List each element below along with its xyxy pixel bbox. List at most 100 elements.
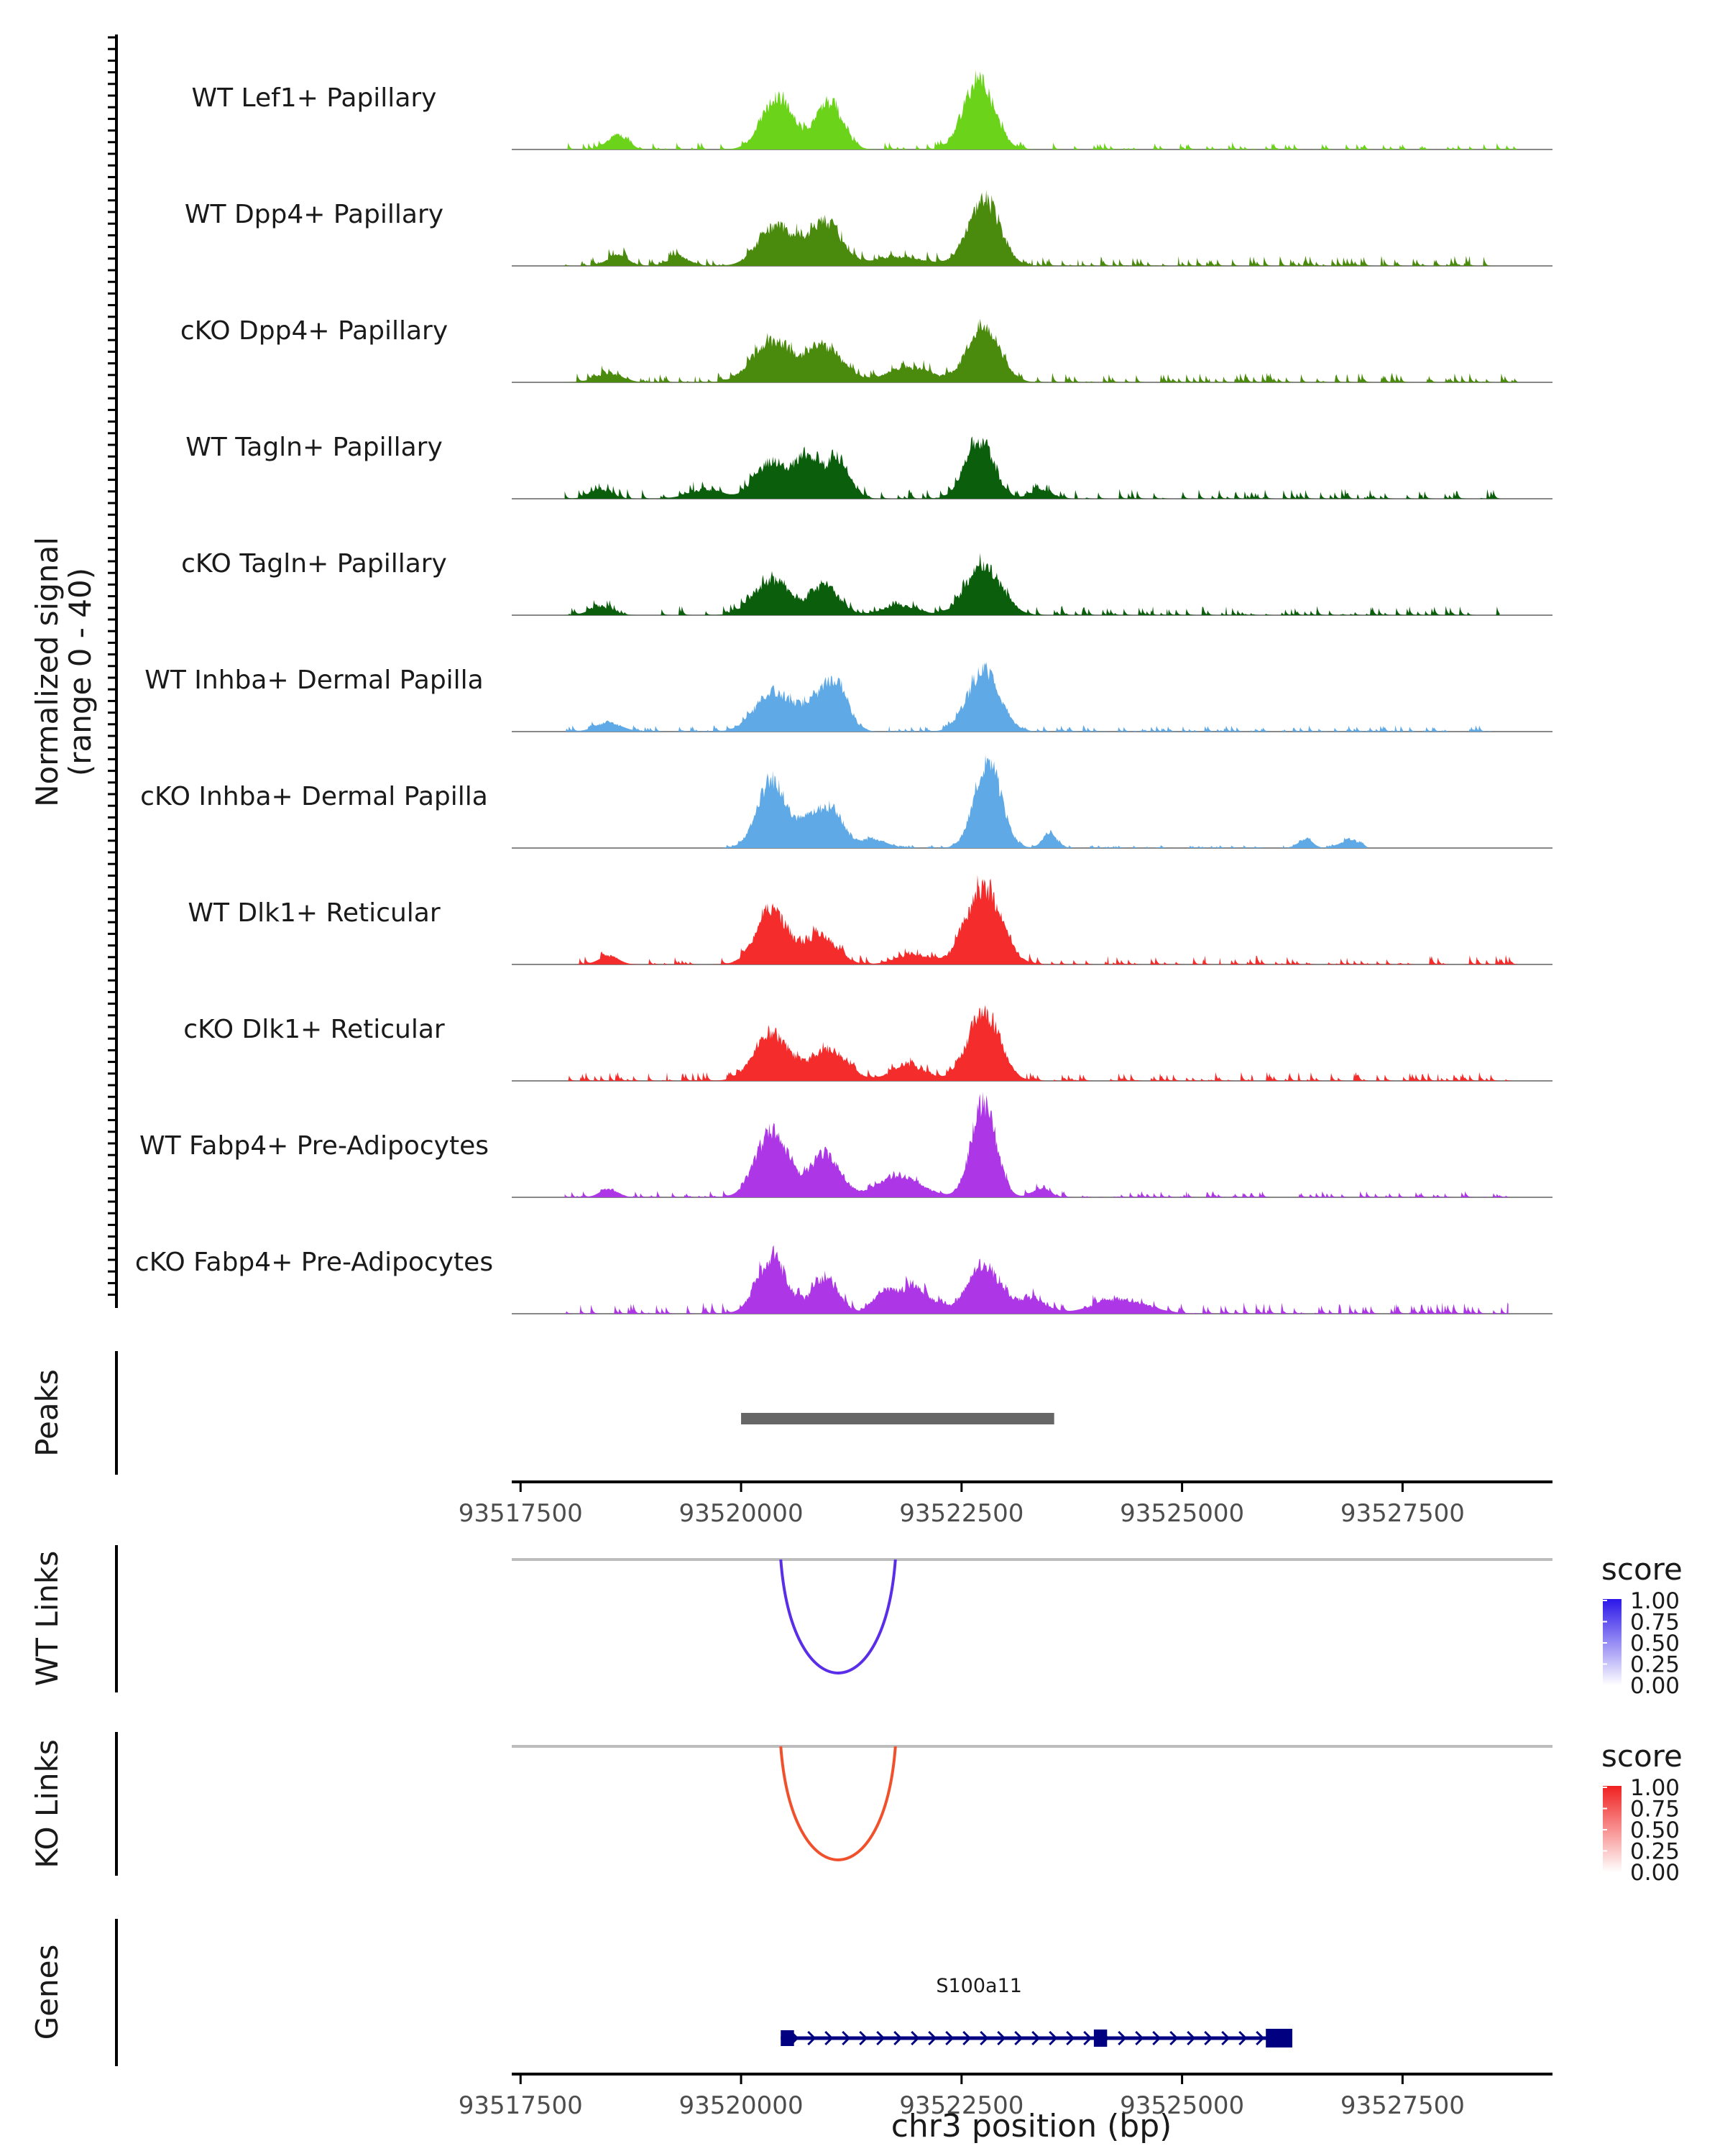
legend-tick-label: 0.50: [1630, 1818, 1680, 1843]
track-4: WT Tagln+ Papillary: [185, 433, 1552, 499]
track-signal-area: [564, 1005, 1517, 1081]
track-signal-area: [564, 318, 1517, 382]
position-axis-bottom: 93517500 93520000 93522500 93525000 93527500: [459, 2073, 1552, 2120]
legend-tick-label: 0.25: [1630, 1839, 1680, 1865]
track-signal-area: [564, 875, 1517, 964]
track-label: WT Fabp4+ Pre-Adipocytes: [139, 1131, 489, 1161]
x-axis-title: chr3 position (bp): [891, 2108, 1172, 2145]
links-tracks: [512, 1558, 1552, 1861]
track-label: WT Inhba+ Dermal Papilla: [144, 665, 483, 695]
gene-strand-chevron: [1066, 2030, 1075, 2046]
position-axis-top: 93517500 93520000 93522500 93525000 93527500: [459, 1480, 1552, 1528]
ko-links-label: KO Links: [29, 1739, 65, 1869]
track-9: cKO Dlk1+ Reticular: [183, 1005, 1552, 1082]
gene-strand-chevron: [1152, 2030, 1162, 2046]
track-11: cKO Fabp4+ Pre-Adipocytes: [135, 1245, 1552, 1314]
link-arc: [779, 1559, 897, 1674]
peak-region: [741, 1413, 1054, 1424]
genes-label: Genes: [29, 1945, 65, 2040]
legend-tick-label: 0.50: [1630, 1631, 1680, 1657]
gene-strand-chevron: [1031, 2030, 1041, 2046]
x-tick-label: 93527500: [1340, 1499, 1465, 1528]
x-tick-label: 93525000: [1120, 1499, 1244, 1528]
x-tick-label: 93520000: [679, 2091, 804, 2120]
track-label: WT Lef1+ Papillary: [192, 83, 437, 113]
track-signal-area: [564, 1245, 1509, 1314]
legend-tick-label: 0.75: [1630, 1610, 1680, 1636]
genes-track: S100a11: [781, 1975, 1292, 2047]
x-tick-label: 93520000: [679, 1499, 804, 1528]
peaks-label: Peaks: [29, 1369, 65, 1457]
gene-strand-chevron: [1135, 2030, 1144, 2046]
gene-strand-chevron: [911, 2030, 920, 2046]
track-signal-area: [564, 70, 1517, 149]
x-tick-label: 93517500: [459, 1499, 583, 1528]
legend-title: score: [1601, 1552, 1683, 1587]
gene-strand-chevron: [962, 2030, 972, 2046]
gene-strand-chevron: [1238, 2030, 1248, 2046]
legend-tick-label: 0.00: [1630, 1860, 1680, 1886]
gene-strand-chevron: [876, 2030, 886, 2046]
gene-strand-chevron: [859, 2030, 868, 2046]
gene-strand-chevron: [1049, 2030, 1058, 2046]
legend-tick-label: 0.25: [1630, 1652, 1680, 1678]
gene-strand-chevron: [807, 2030, 816, 2046]
gene-strand-chevron: [893, 2030, 903, 2046]
track-signal-area: [564, 553, 1500, 615]
signal-y-label: Normalized signal: [29, 537, 65, 807]
legend-tick-label: 1.00: [1630, 1775, 1680, 1801]
link-track-2: [512, 1745, 1552, 1861]
gene-exon: [781, 2030, 794, 2046]
gene-strand-chevron: [1118, 2030, 1127, 2046]
track-signal-area: [564, 1092, 1509, 1197]
track-1: WT Lef1+ Papillary: [192, 70, 1552, 150]
x-tick-label: 93527500: [1340, 2091, 1465, 2120]
gene-strand-chevron: [945, 2030, 954, 2046]
wt-links-label: WT Links: [29, 1551, 65, 1686]
gene-strand-chevron: [842, 2030, 851, 2046]
track-5: cKO Tagln+ Papillary: [181, 549, 1552, 616]
track-signal-area: [564, 436, 1500, 499]
track-signal-area: [723, 755, 1368, 848]
track-label: cKO Dpp4+ Papillary: [180, 316, 448, 346]
gene-strand-chevron: [997, 2030, 1006, 2046]
signal-y-range-label: (range 0 - 40): [63, 568, 98, 776]
gene-label: S100a11: [936, 1975, 1022, 1997]
track-signal-area: [564, 190, 1491, 266]
track-6: WT Inhba+ Dermal Papilla: [144, 662, 1552, 732]
track-7: cKO Inhba+ Dermal Papilla: [140, 755, 1552, 849]
legend-tick-label: 0.00: [1630, 1673, 1680, 1699]
score-legends: score1.000.750.500.250.00score1.000.750.…: [1601, 1552, 1683, 1886]
peaks-track: [741, 1413, 1054, 1424]
gene-exon: [1266, 2029, 1292, 2047]
gene-strand-chevron: [1256, 2030, 1265, 2046]
gene-strand-chevron: [824, 2030, 834, 2046]
track-10: WT Fabp4+ Pre-Adipocytes: [139, 1092, 1552, 1198]
x-tick-label: 93522500: [899, 1499, 1024, 1528]
gene-strand-chevron: [980, 2030, 989, 2046]
x-tick-label: 93517500: [459, 2091, 583, 2120]
gene-strand-chevron: [1221, 2030, 1230, 2046]
gene-strand-chevron: [1083, 2030, 1092, 2046]
track-3: cKO Dpp4+ Papillary: [180, 316, 1552, 383]
track-label: cKO Inhba+ Dermal Papilla: [140, 782, 488, 811]
gene-exon: [1093, 2030, 1108, 2047]
legend-title: score: [1601, 1738, 1683, 1774]
gene-strand-chevron: [1169, 2030, 1179, 2046]
track-label: cKO Dlk1+ Reticular: [183, 1015, 445, 1044]
gene-strand-chevron: [1187, 2030, 1196, 2046]
legend-tick-label: 1.00: [1630, 1588, 1680, 1614]
link-arc: [779, 1746, 897, 1861]
link-track-1: [512, 1558, 1552, 1674]
track-signal-area: [564, 662, 1491, 732]
x-tick-label: 93525000: [1120, 2091, 1244, 2120]
gene-strand-chevron: [1014, 2030, 1024, 2046]
signal-y-ticks: [108, 36, 116, 1296]
track-label: cKO Tagln+ Papillary: [181, 549, 447, 579]
track-label: WT Dpp4+ Papillary: [185, 200, 443, 229]
track-2: WT Dpp4+ Papillary: [185, 190, 1552, 267]
track-label: WT Dlk1+ Reticular: [188, 898, 440, 928]
